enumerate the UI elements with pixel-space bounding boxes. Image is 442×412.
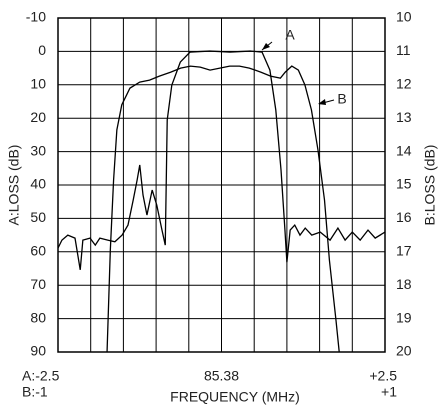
annotation: B	[337, 91, 346, 107]
y-tick-label: 10	[30, 76, 46, 92]
y2-tick-label: 20	[396, 343, 412, 359]
x-axis-label: FREQUENCY (MHz)	[170, 389, 300, 405]
y-tick-label: 90	[30, 343, 46, 359]
series-line	[57, 50, 386, 270]
y-tick-label: 60	[30, 243, 46, 259]
y-tick-label: 20	[30, 109, 46, 125]
x-tick-label: 85.38	[204, 368, 239, 384]
y-tick-label: 0	[38, 42, 46, 58]
y-tick-label: 30	[30, 142, 46, 158]
x2-tick-label: +1	[381, 384, 397, 400]
y2-tick-label: 14	[396, 142, 412, 158]
y2-tick-label: 16	[396, 209, 412, 225]
x-tick-label: A:-2.5	[22, 368, 60, 384]
y2-tick-label: 11	[396, 42, 411, 58]
annotation: A	[285, 27, 295, 43]
plot-frame	[57, 17, 386, 353]
y2-tick-label: 18	[396, 276, 412, 292]
y-tick-label: -10	[26, 9, 46, 25]
y-tick-label: 80	[30, 309, 46, 325]
y2-tick-label: 19	[396, 309, 412, 325]
y2-tick-label: 17	[396, 243, 412, 259]
x2-tick-label: B:-1	[22, 384, 48, 400]
y-tick-label: 70	[30, 276, 46, 292]
y-axis-label: A:LOSS (dB)	[6, 145, 22, 226]
y2-tick-label: 12	[396, 76, 412, 92]
y2-tick-label: 13	[396, 109, 412, 125]
y2-axis-label: B:LOSS (dB)	[422, 145, 438, 226]
y-tick-label: 40	[30, 176, 46, 192]
series-line	[106, 65, 340, 353]
x-tick-label: +2.5	[369, 368, 397, 384]
y2-tick-label: 10	[396, 9, 412, 25]
annotation-arrowhead	[262, 43, 270, 50]
y-tick-label: 50	[30, 209, 46, 225]
y2-tick-label: 15	[396, 176, 412, 192]
